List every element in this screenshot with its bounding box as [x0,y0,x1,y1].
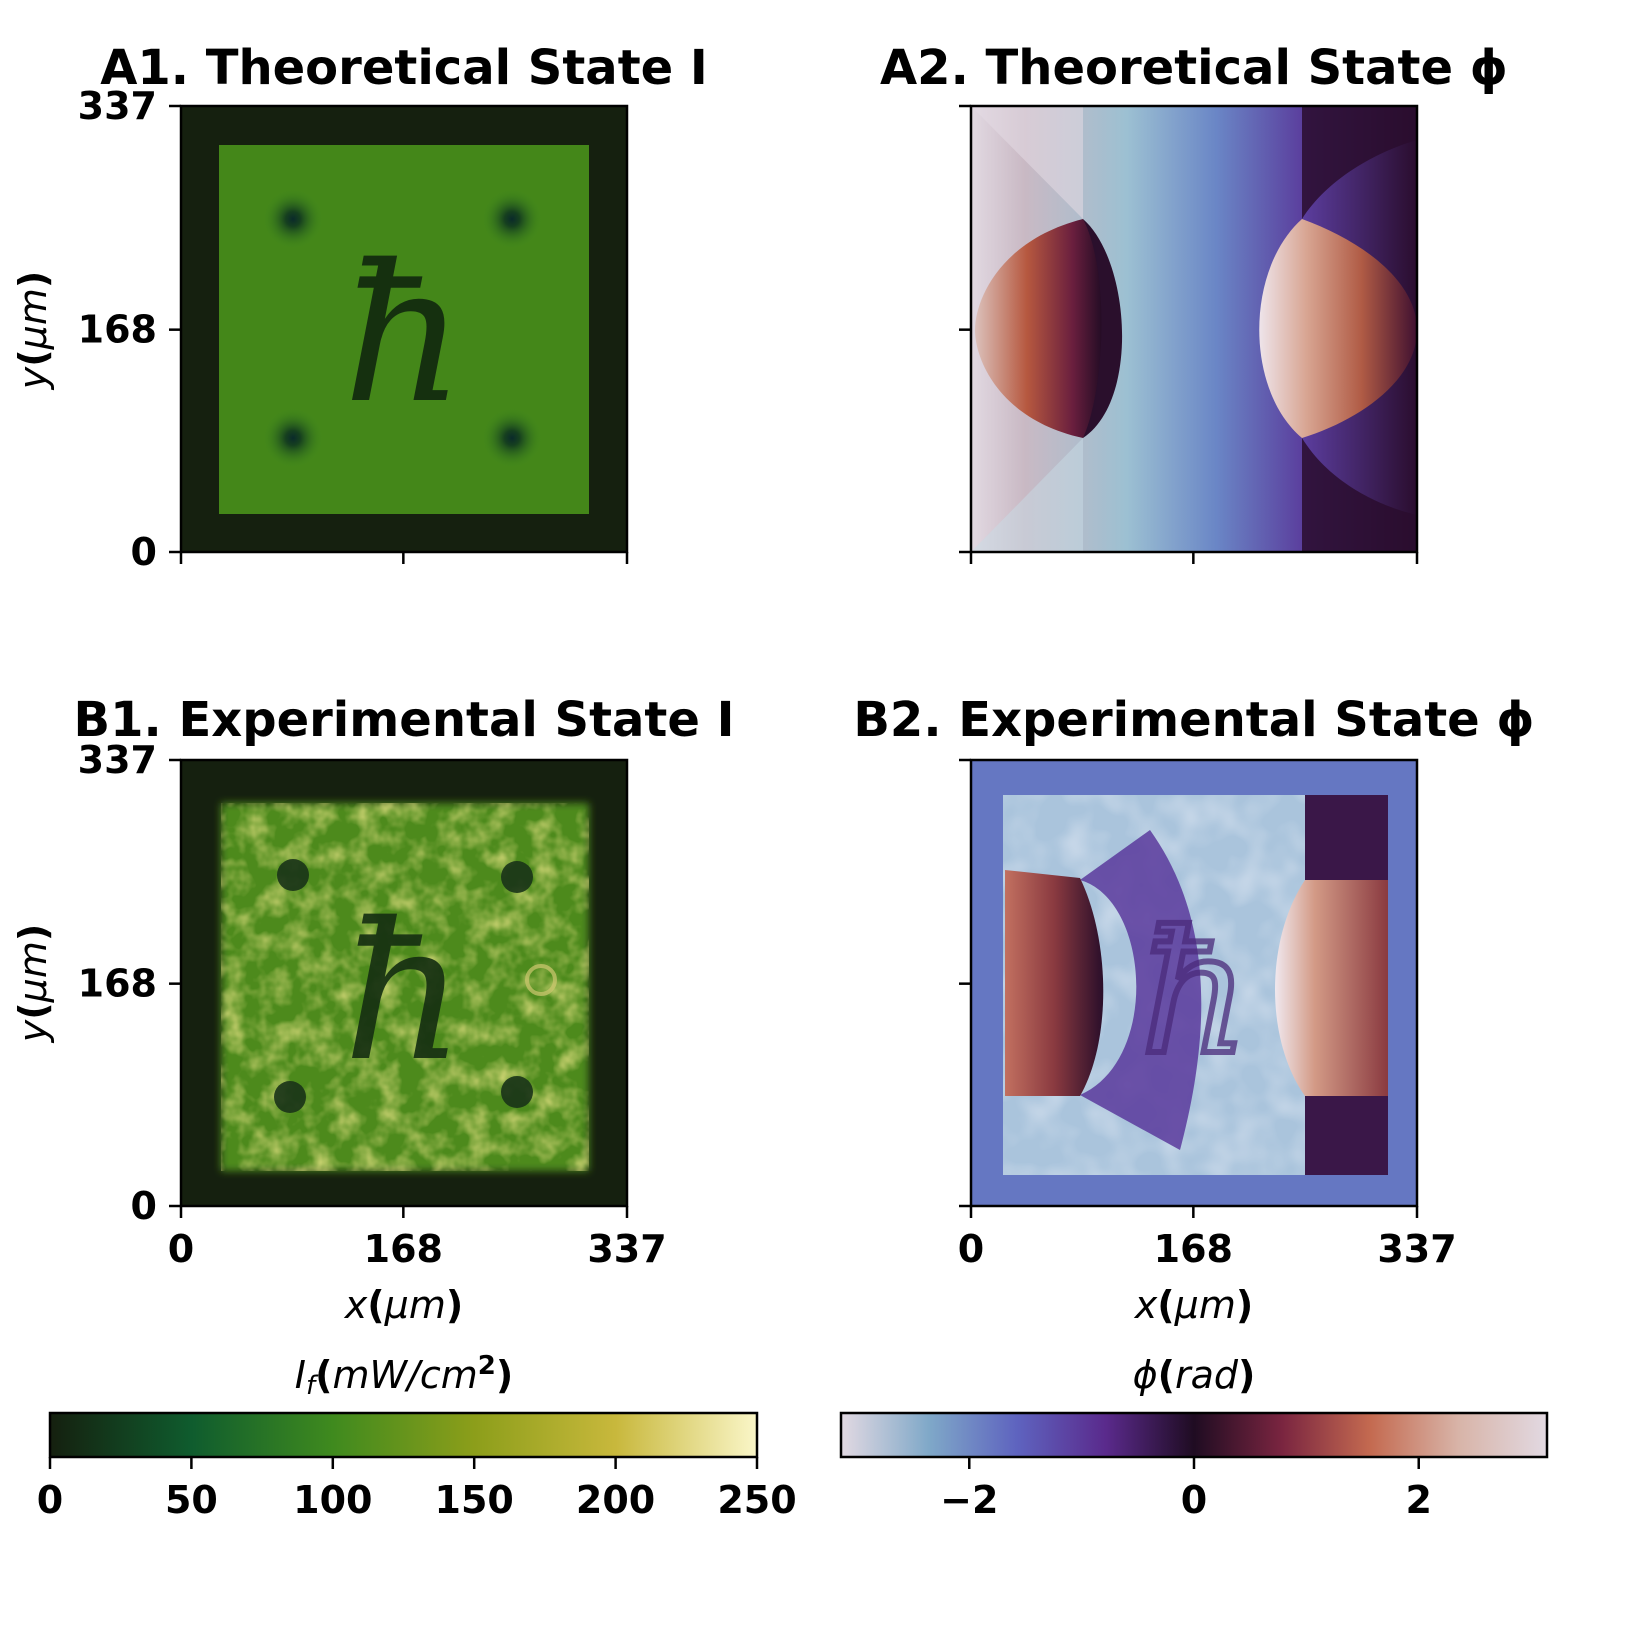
y-axis-label-a1: y(μm) [11,271,55,390]
colorbar-tick-label: 50 [165,1478,218,1522]
hbar-glyph: ħ [1140,895,1250,1093]
panel-a2-image [971,106,1417,552]
y-tick-label: 337 [78,84,157,128]
colorbar-tick-label: 100 [293,1478,372,1522]
colorbar-phase-bar [839,1411,1549,1459]
x-tick-label: 337 [587,1227,666,1271]
x-tick-label: 0 [958,1227,984,1271]
colorbar-tick-label: −2 [940,1478,998,1522]
panel-b2: B2. Experimental State ϕ ħ [853,692,1535,1208]
colorbar-tick-label: 150 [435,1478,514,1522]
y-tick-label: 0 [131,1184,157,1228]
colorbar-intensity: If(mW/cm2) 0 50 100 150 200 250 [37,1351,797,1522]
y-axis-label-b1: y(μm) [11,924,55,1043]
panel-a1: A1. Theoretical State I ħ [100,40,708,554]
y-tick-label: 168 [78,308,157,352]
panel-b2-image: ħ [971,760,1417,1206]
panel-a2: A2. Theoretical State ϕ [880,40,1508,554]
colorbar-tick-label: 2 [1405,1478,1431,1522]
panel-b1-title: B1. Experimental State I [74,692,735,748]
panel-a2-title: A2. Theoretical State ϕ [880,40,1508,96]
hbar-glyph: ħ [343,224,465,445]
y-tick-label: 337 [78,738,157,782]
panel-b1-image: ħ [181,760,627,1206]
x-tick-label: 0 [168,1227,194,1271]
x-axis-label-b2: x(μm) [1134,1283,1253,1327]
colorbar-tick-label: 250 [717,1478,796,1522]
vortex-mark [263,189,323,249]
x-axis-label-b1: x(μm) [344,1283,463,1327]
x-tick-label: 337 [1377,1227,1456,1271]
panel-a1-image: ħ [181,106,627,552]
vortex-mark [482,189,542,249]
colorbar-tick-label: 200 [576,1478,655,1522]
colorbar-phase: ϕ(rad) −2 0 2 [839,1353,1549,1522]
hbar-glyph: ħ [343,882,465,1103]
panel-b1: B1. Experimental State I ħ [74,692,735,1208]
vortex-mark [263,408,323,468]
colorbar-tick-label: 0 [1181,1478,1207,1522]
colorbar-tick-label: 0 [37,1478,63,1522]
panel-a1-title: A1. Theoretical State I [100,40,708,96]
vortex-mark [482,408,542,468]
colorbar-intensity-label: If(mW/cm2) [295,1351,514,1401]
panel-b2-title: B2. Experimental State ϕ [853,692,1534,748]
y-tick-label: 168 [78,962,157,1006]
colorbar-intensity-bar [48,1411,759,1459]
colorbar-intensity-ticks: 0 50 100 150 200 250 [37,1457,797,1522]
x-tick-label: 168 [364,1227,443,1271]
x-tick-label: 168 [1154,1227,1233,1271]
colorbar-phase-label: ϕ(rad) [1133,1353,1256,1397]
colorbar-phase-ticks: −2 0 2 [940,1457,1432,1522]
y-tick-label: 0 [131,530,157,574]
